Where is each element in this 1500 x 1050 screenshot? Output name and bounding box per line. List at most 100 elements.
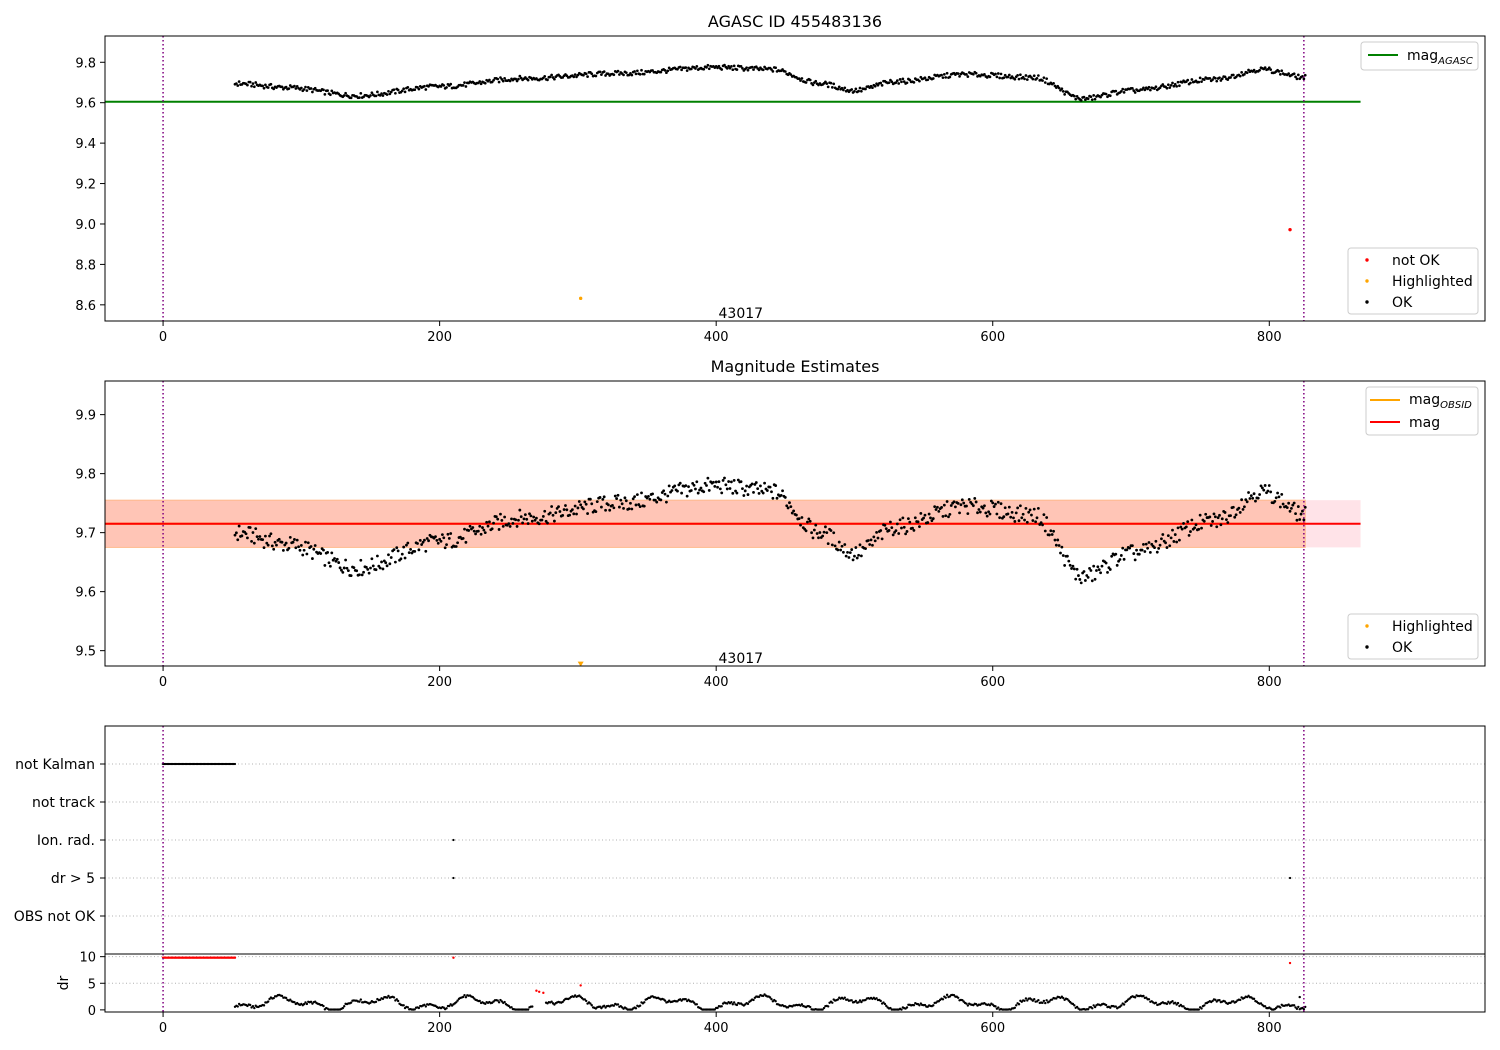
- agasc-ok-point: [461, 84, 465, 87]
- estimates-ok-point: [1180, 527, 1184, 531]
- agasc-highlighted-point: [578, 296, 583, 301]
- estimates-ok-point: [663, 492, 667, 496]
- agasc-ok-point: [814, 79, 818, 83]
- estimates-ok-point: [808, 519, 812, 523]
- estimates-ok-point: [323, 564, 327, 567]
- agasc-ok-point: [1218, 76, 1221, 80]
- estimates-ok-point: [923, 513, 927, 517]
- agasc-xtick-label-1: 200: [427, 330, 452, 345]
- estimates-ok-point: [1168, 544, 1172, 548]
- dr-point: [464, 996, 468, 999]
- agasc-ok-point: [850, 88, 854, 91]
- flags-row-label-4: OBS not OK: [14, 909, 96, 925]
- agasc-point-legend-marker-0: [1365, 258, 1369, 262]
- agasc-ok-point: [1035, 76, 1039, 80]
- agasc-ok-point: [1133, 91, 1137, 94]
- agasc-ok-point: [1240, 71, 1243, 74]
- agasc-ok-point: [272, 87, 276, 91]
- dr-point: [716, 1006, 719, 1010]
- agasc-ok-point: [573, 73, 577, 76]
- estimates-ok-point: [1125, 548, 1129, 552]
- estimates-ok-point: [313, 544, 317, 547]
- estimates-ok-point: [403, 556, 407, 560]
- estimates-ok-point: [906, 517, 910, 521]
- estimates-ok-point: [799, 523, 802, 527]
- estimates-ok-point: [1060, 545, 1064, 549]
- estimates-ok-point: [648, 497, 652, 501]
- estimates-ok-point: [830, 543, 834, 547]
- agasc-ok-point: [1043, 81, 1047, 84]
- dr-point: [1073, 1004, 1076, 1007]
- estimates-ok-point: [1245, 500, 1249, 504]
- estimates-ok-point: [774, 484, 778, 487]
- agasc-ok-point: [413, 88, 417, 92]
- estimates-ok-point: [1099, 571, 1102, 575]
- estimates-ok-point: [327, 561, 331, 565]
- estimates-ok-point: [952, 500, 956, 504]
- estimates-ok-point: [1172, 540, 1176, 543]
- dr-point: [994, 1005, 997, 1008]
- estimates-point-legend-label-0: Highlighted: [1392, 619, 1473, 635]
- agasc-ok-point: [1006, 75, 1010, 79]
- estimates-ok-point: [476, 529, 480, 533]
- estimates-ok-point: [283, 543, 287, 547]
- estimates-ok-point: [588, 497, 592, 501]
- estimates-ok-point: [1032, 507, 1036, 511]
- estimates-ok-point: [1216, 516, 1220, 520]
- estimates-ok-point: [387, 553, 390, 557]
- agasc-ok-point: [1158, 86, 1162, 90]
- dr-point: [561, 1000, 564, 1004]
- estimates-ok-point: [530, 519, 534, 523]
- dr-point: [883, 1002, 887, 1006]
- agasc-ok-point: [449, 82, 453, 86]
- dr-point: [589, 1002, 592, 1005]
- agasc-ok-point: [761, 68, 765, 72]
- agasc-ok-point: [584, 72, 588, 76]
- estimates-ok-point: [293, 538, 296, 541]
- agasc-ok-point: [1041, 79, 1044, 82]
- dr-point: [602, 1004, 606, 1008]
- agasc-frame: [104, 35, 1486, 322]
- estimates-ok-point: [891, 533, 895, 537]
- estimates-ok-point: [287, 546, 291, 550]
- estimates-ok-point: [305, 552, 309, 556]
- agasc-xtick-label-0: 0: [159, 330, 167, 345]
- dr-point: [381, 997, 385, 1001]
- agasc-ok-point: [931, 77, 935, 80]
- agasc-ok-point: [948, 75, 952, 79]
- estimates-ok-point: [685, 494, 689, 498]
- agasc-ok-point: [1243, 72, 1246, 76]
- dr-point: [1295, 1007, 1299, 1011]
- estimates-ok-point: [272, 547, 276, 551]
- agasc-ok-point: [918, 79, 921, 83]
- estimates-ok-point: [887, 529, 891, 532]
- estimates-ok-point: [653, 498, 657, 502]
- estimates-ok-point: [1173, 533, 1177, 536]
- agasc-ok-point: [1296, 73, 1300, 77]
- estimates-ok-point: [1226, 521, 1230, 524]
- dr-point: [1122, 1003, 1126, 1006]
- agasc-ok-point: [295, 84, 299, 88]
- agasc-ok-point: [739, 64, 743, 68]
- estimates-ok-point: [662, 489, 666, 493]
- estimates-ok-point: [1186, 520, 1190, 524]
- estimates-ok-point: [705, 484, 708, 487]
- estimates-ok-point: [927, 512, 931, 516]
- estimates-ok-point: [334, 559, 338, 563]
- estimates-point-legend-marker-0: [1365, 624, 1369, 628]
- agasc-ok-point: [1031, 77, 1035, 81]
- estimates-ok-point: [987, 510, 990, 514]
- estimates-ok-point: [540, 518, 544, 522]
- agasc-ok-point: [246, 83, 249, 87]
- agasc-ok-point: [890, 80, 894, 84]
- dr-point: [932, 1004, 935, 1007]
- dr-point: [875, 997, 878, 1000]
- agasc-ok-point: [349, 96, 353, 100]
- agasc-ok-point: [483, 81, 487, 85]
- agasc-ok-point: [974, 71, 978, 75]
- agasc-ok-point: [860, 89, 863, 93]
- agasc-ok-point: [908, 78, 912, 82]
- dr-point: [1197, 1008, 1200, 1011]
- estimates-ok-point: [984, 511, 988, 515]
- agasc-ok-point: [676, 67, 679, 71]
